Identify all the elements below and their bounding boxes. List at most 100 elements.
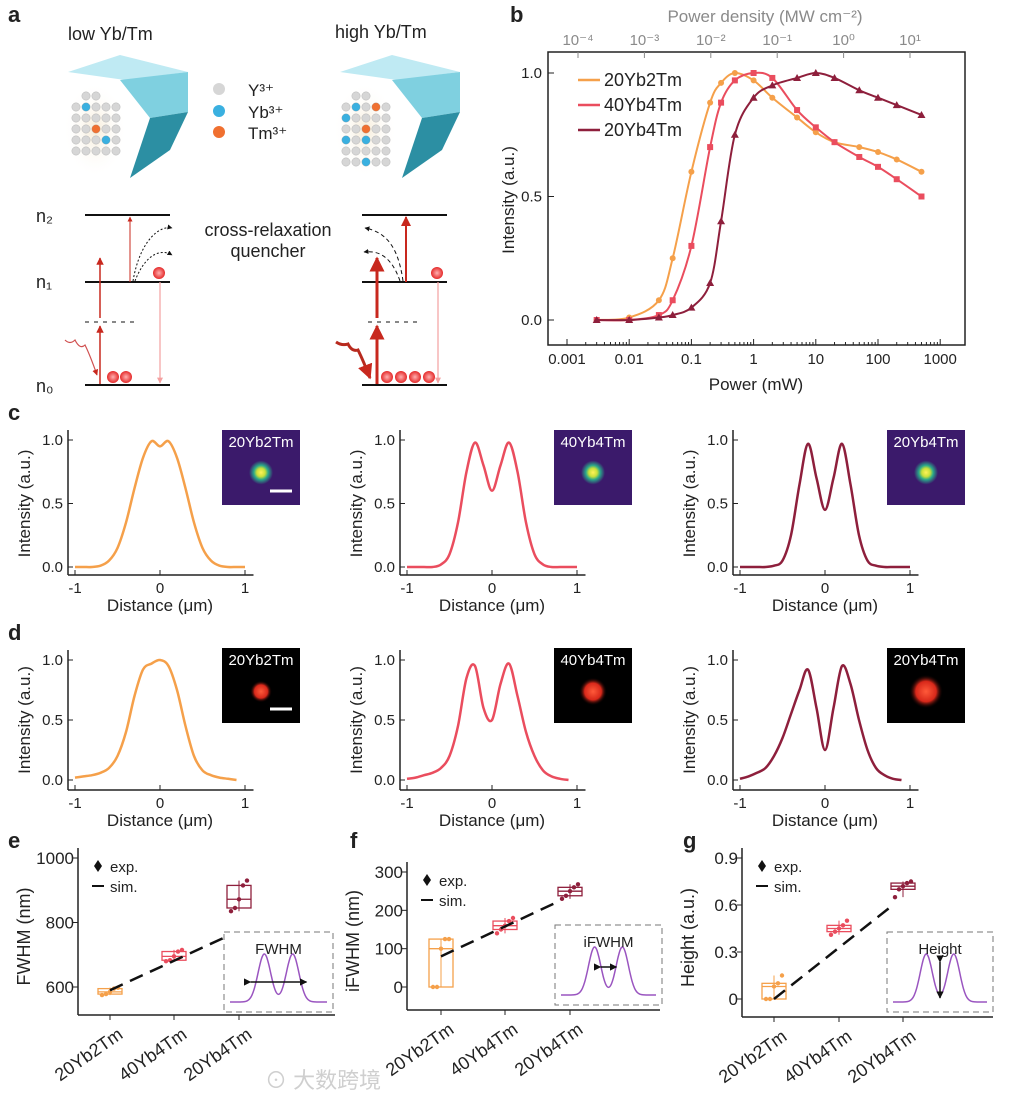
x-tick-label: 1 xyxy=(906,795,914,812)
x-tick-label: 0 xyxy=(821,795,829,812)
ion-dot xyxy=(81,124,91,134)
ion-dot xyxy=(71,113,81,123)
b-point-20Yb2Tm xyxy=(718,79,725,86)
b-point-40Yb4Tm xyxy=(769,74,776,81)
exp-point xyxy=(832,929,838,934)
inset-label: Height xyxy=(918,941,962,958)
ion-dot xyxy=(381,102,391,112)
x-tick-label: 20Yb2Tm xyxy=(715,1026,790,1087)
ion-dot xyxy=(361,124,371,134)
x-axis-label: Distance (μm) xyxy=(772,811,878,830)
b-point-20Yb2Tm xyxy=(794,114,801,121)
ion-dot xyxy=(111,113,121,123)
ion-dot xyxy=(361,157,371,167)
x-axis-label: Distance (μm) xyxy=(439,811,545,830)
ion-dot xyxy=(341,146,351,156)
exp-point xyxy=(904,880,910,886)
legend-y: Y³⁺ xyxy=(248,81,274,100)
ion-dot xyxy=(81,135,91,145)
y-tick-label: 0.5 xyxy=(42,712,63,729)
b-point-20Yb4Tm xyxy=(917,110,926,118)
b-point-40Yb4Tm xyxy=(750,70,757,76)
b-point-20Yb4Tm xyxy=(706,278,715,286)
y-tick-label: 1.0 xyxy=(42,432,63,449)
exp-point xyxy=(767,996,773,1002)
x-tick-label: 0 xyxy=(488,795,496,812)
y-tick-label: 1.0 xyxy=(374,432,395,449)
y-tick-label: 1000 xyxy=(36,849,74,868)
b-x-tick-label: 100 xyxy=(865,351,890,368)
b-point-20Yb2Tm xyxy=(812,129,819,136)
b-point-20Yb2Tm xyxy=(856,144,863,151)
x-tick-label: -1 xyxy=(733,580,746,597)
ion-dot xyxy=(371,135,381,145)
exp-point xyxy=(844,918,850,923)
exp-point xyxy=(175,949,181,954)
inset-spot xyxy=(250,680,272,703)
ion-dot xyxy=(351,102,361,112)
b-point-20Yb2Tm xyxy=(893,156,900,163)
b-point-40Yb4Tm xyxy=(718,99,725,106)
b-point-40Yb4Tm xyxy=(669,297,676,304)
b-x-tick-label: 0.001 xyxy=(548,351,586,368)
ion-dot xyxy=(371,102,381,112)
inset-profile-curve xyxy=(229,953,327,1003)
exp-point xyxy=(99,992,105,998)
exp-point xyxy=(430,984,436,990)
legend-exp-marker xyxy=(758,860,766,872)
inset-label: 20Yb2Tm xyxy=(228,652,293,669)
y-tick-label: 0.5 xyxy=(374,496,395,513)
y-tick-label: 0.0 xyxy=(374,559,395,576)
energy-diagram-low: n₂ n₁ n₀ xyxy=(36,206,173,396)
inset-spot xyxy=(914,460,938,485)
b-point-40Yb4Tm xyxy=(794,107,801,114)
profile-curve-40Yb4Tm xyxy=(407,441,577,569)
profile-curve-20Yb2Tm xyxy=(74,658,237,782)
b-legend-label: 20Yb2Tm xyxy=(604,70,682,90)
inset-spot xyxy=(581,460,605,485)
ion-dot xyxy=(371,146,381,156)
ion-dot xyxy=(371,157,381,167)
panel-label-c: c xyxy=(8,400,20,425)
ion-dot xyxy=(91,146,101,156)
b-point-40Yb4Tm xyxy=(688,242,695,249)
inset-spot xyxy=(249,460,273,485)
ion-dot xyxy=(361,146,371,156)
y-tick-label: 300 xyxy=(375,863,403,882)
exp-point xyxy=(236,897,242,902)
exp-point xyxy=(575,882,581,887)
x-tick-label: 20Yb2Tm xyxy=(51,1024,126,1085)
inset-spot xyxy=(909,674,943,709)
b-top-tick-label: 10⁻³ xyxy=(630,32,660,49)
exp-point xyxy=(103,991,109,997)
exp-point xyxy=(836,926,842,931)
ion-dot xyxy=(91,135,101,145)
legend-exp-marker xyxy=(423,874,431,886)
exp-point xyxy=(567,888,573,894)
ion-dot xyxy=(101,113,111,123)
exp-point xyxy=(171,954,177,959)
box-20Yb4Tm xyxy=(226,884,252,909)
b-point-20Yb2Tm xyxy=(707,99,714,106)
panel-label-b: b xyxy=(510,2,523,27)
panel-label-a: a xyxy=(8,2,21,27)
inset-frame xyxy=(886,931,994,1013)
x-tick-label: 1 xyxy=(241,795,249,812)
level-n0-label: n₀ xyxy=(36,376,53,396)
b-top-tick-label: 10⁰ xyxy=(832,32,855,49)
b-x-tick-label: 1000 xyxy=(924,351,957,368)
ion-dot xyxy=(101,124,111,134)
b-point-20Yb4Tm xyxy=(717,217,726,225)
ion-dot xyxy=(351,157,361,167)
b-point-20Yb4Tm xyxy=(768,81,777,89)
legend-exp-label: exp. xyxy=(774,859,802,876)
b-point-20Yb2Tm xyxy=(669,255,676,262)
ion-dot xyxy=(91,113,101,123)
b-top-tick-label: 10⁻⁴ xyxy=(562,32,593,49)
exp-point xyxy=(232,905,238,911)
b-point-20Yb4Tm xyxy=(892,101,901,109)
legend-sim-label: sim. xyxy=(774,879,802,896)
y-tick-label: 1.0 xyxy=(374,652,395,669)
ion-dot xyxy=(371,113,381,123)
ion-dot xyxy=(91,102,101,112)
